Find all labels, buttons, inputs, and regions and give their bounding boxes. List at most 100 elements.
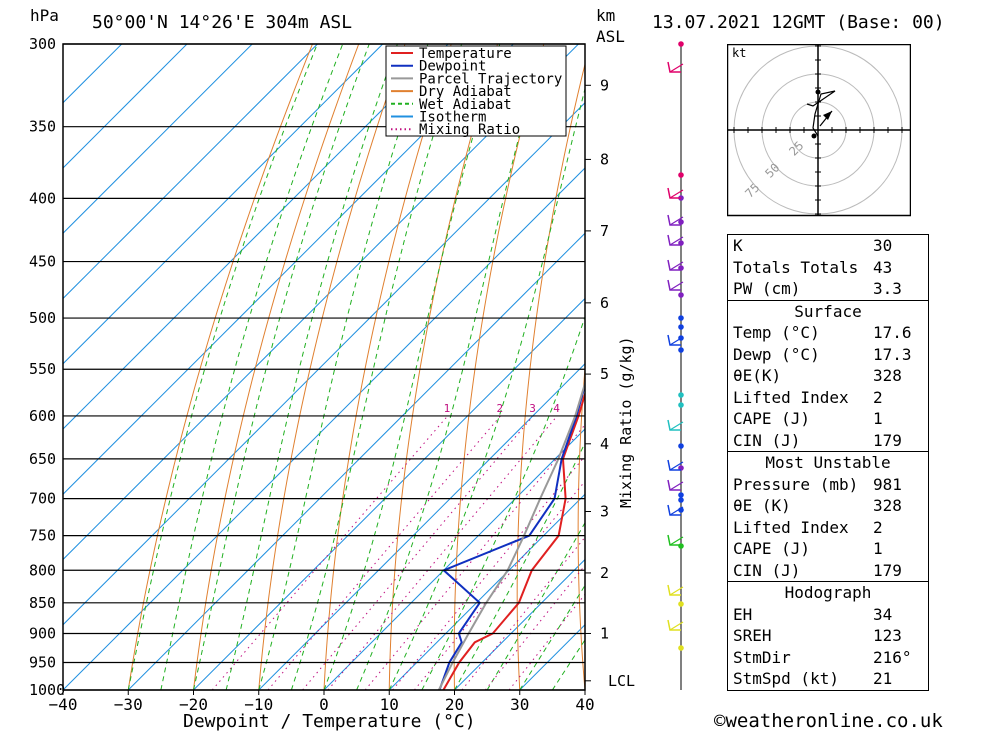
wind-barb-flag: [669, 281, 684, 291]
mixing-ratio-line: [302, 415, 534, 690]
legend-label: Dewpoint: [419, 59, 486, 75]
most-unstable-section-title: Most Unstable: [728, 451, 928, 474]
wind-level-dot: [678, 492, 684, 498]
mixing-ratio-label: 1: [444, 402, 451, 415]
stat-mu-cape: CAPE (J) 1: [733, 539, 883, 558]
legend-box: [385, 45, 567, 137]
x-axis-title: Dewpoint / Temperature (°C): [183, 711, 476, 732]
wind-barb-flag: [669, 189, 684, 199]
wind-barb-flag: [669, 461, 684, 471]
km-tick-label: 3: [600, 502, 609, 520]
stat-surface-cape: CAPE (J) 1: [733, 409, 883, 428]
isotherm: [63, 44, 449, 430]
mixing-ratio-label: 10: [635, 402, 648, 415]
pressure-tick-label: 650: [29, 450, 56, 468]
x-tick-label: −30: [114, 695, 143, 714]
isotherm: [454, 558, 585, 690]
x-tick-label: −40: [49, 695, 78, 714]
wind-level-dot: [678, 645, 684, 651]
wind-level-dot: [678, 443, 684, 449]
x-tick-label: 40: [575, 695, 594, 714]
wind-level-dot: [678, 543, 684, 549]
website-text: weatheronline.co.uk: [725, 710, 943, 732]
isotherm: [127, 232, 585, 690]
wind-level-dot: [678, 41, 684, 47]
mixing-ratio-label: 3: [529, 402, 536, 415]
wind-level-dot: [678, 497, 684, 503]
stat-mu-cin: CIN (J) 179: [733, 560, 902, 580]
x-tick-label: 10: [380, 695, 399, 714]
isotherm: [63, 102, 585, 626]
dry-adiabat: [957, 26, 1000, 690]
isotherm: [63, 44, 318, 300]
pressure-tick-label: 550: [29, 360, 56, 378]
stat-surface-theta: θE(K) 328: [733, 366, 902, 385]
x-tick-label: 0: [319, 695, 329, 714]
isotherm: [63, 167, 585, 690]
plot-frame: [62, 43, 586, 691]
wet-adiabat: [160, 44, 344, 690]
mixing-ratio-label: 2: [496, 402, 503, 415]
wind-barb-flag: [669, 63, 684, 73]
mixing-ratio-label: 4: [553, 402, 560, 415]
wind-level-dot: [678, 402, 684, 408]
stat-sreh: SREH 123: [733, 626, 902, 645]
series-temperature: [442, 390, 585, 690]
km-tick-label: 5: [600, 365, 609, 383]
hodograph-unit-label: kt: [732, 46, 746, 60]
stat-surface-temp: Temp (°C) 17.6: [733, 323, 912, 342]
km-tick-label: 4: [600, 435, 609, 453]
wind-barb-flag: [669, 336, 684, 346]
wind-barb-flag: [669, 261, 684, 271]
isotherm: [63, 44, 188, 169]
pressure-tick-label: 350: [29, 118, 56, 136]
stat-totals-totals: Totals Totals 43: [733, 257, 893, 277]
isotherm: [63, 44, 253, 234]
legend-label: Mixing Ratio: [419, 122, 520, 138]
legend-label: Wet Adiabat: [419, 97, 512, 113]
wind-level-dot: [678, 219, 684, 225]
website-link[interactable]: ©weatheronline.co.uk: [714, 710, 943, 732]
dry-adiabat: [516, 62, 585, 690]
isotherm: [63, 44, 384, 365]
km-tick-label: 8: [600, 150, 609, 168]
isotherm: [388, 493, 585, 690]
wind-level-dot: [678, 172, 684, 178]
wind-level-dot: [678, 324, 684, 330]
pressure-tick-label: 800: [29, 561, 56, 579]
legend-label: Isotherm: [419, 110, 486, 126]
dry-adiabat: [577, 362, 585, 690]
pressure-tick-label: 450: [29, 253, 56, 271]
isotherm: [63, 44, 123, 104]
stat-surface-cin: CIN (J) 179: [733, 430, 902, 450]
wind-barb-flag: [669, 506, 684, 516]
dry-adiabat: [388, 44, 499, 690]
pressure-tick-label: 750: [29, 527, 56, 545]
wind-barb-flag: [669, 421, 684, 431]
stat-surface-li: Lifted Index 2: [733, 387, 883, 407]
hodograph: kt 25 50 75: [727, 44, 911, 217]
stat-mu-li: Lifted Index 2: [733, 517, 883, 537]
stat-surface-dewp: Dewp (°C) 17.3: [733, 344, 912, 364]
isotherm: [258, 363, 585, 690]
pressure-tick-label: 500: [29, 309, 56, 327]
copyright-icon: ©: [714, 710, 726, 732]
wind-barb-flag: [669, 586, 684, 596]
dry-adiabat: [323, 44, 452, 690]
location-label: 50°00'N 14°26'E 304m ASL: [92, 12, 353, 33]
wind-barb-flag: [669, 536, 684, 546]
wet-adiabat: [421, 315, 585, 690]
mixing-ratio-line: [211, 415, 449, 690]
pressure-tick-label: 700: [29, 490, 56, 508]
hodograph-section-title: Hodograph: [728, 581, 928, 604]
km-unit-label: km: [596, 6, 616, 25]
datetime-label: 13.07.2021 12GMT (Base: 00): [652, 12, 945, 33]
legend-label: Dry Adiabat: [419, 84, 512, 100]
wet-adiabat: [290, 44, 463, 690]
wind-barb-flag: [669, 481, 684, 491]
wind-level-dot: [678, 392, 684, 398]
pressure-tick-label: 400: [29, 189, 56, 207]
x-tick-label: 20: [445, 695, 464, 714]
pressure-unit-label: hPa: [30, 6, 59, 25]
